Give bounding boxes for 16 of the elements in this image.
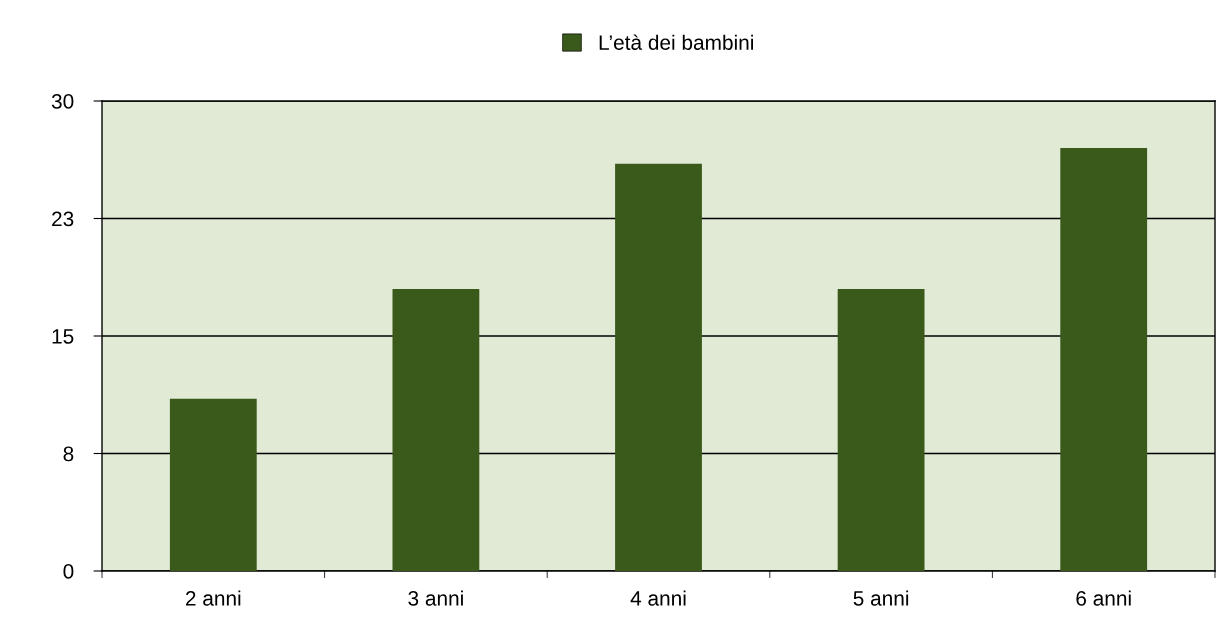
legend-label: L’età dei bambini xyxy=(599,34,753,50)
bar xyxy=(392,289,480,571)
y-tick-label: 15 xyxy=(52,329,74,344)
y-tick-label: 8 xyxy=(63,446,74,462)
y-tick-label: 23 xyxy=(52,211,74,227)
bar xyxy=(615,163,702,571)
y-tick-label: 30 xyxy=(51,94,74,109)
x-tick-label: 4 anni xyxy=(630,590,686,606)
y-tick-label: 0 xyxy=(63,564,74,579)
x-tick-label: 6 anni xyxy=(1076,590,1131,606)
x-tick-label: 2 anni xyxy=(185,590,241,606)
x-tick-label: 5 anni xyxy=(853,590,909,606)
bar xyxy=(1060,148,1148,571)
bar xyxy=(169,398,257,571)
x-tick-label: 3 anni xyxy=(408,590,463,606)
bar xyxy=(837,289,925,571)
